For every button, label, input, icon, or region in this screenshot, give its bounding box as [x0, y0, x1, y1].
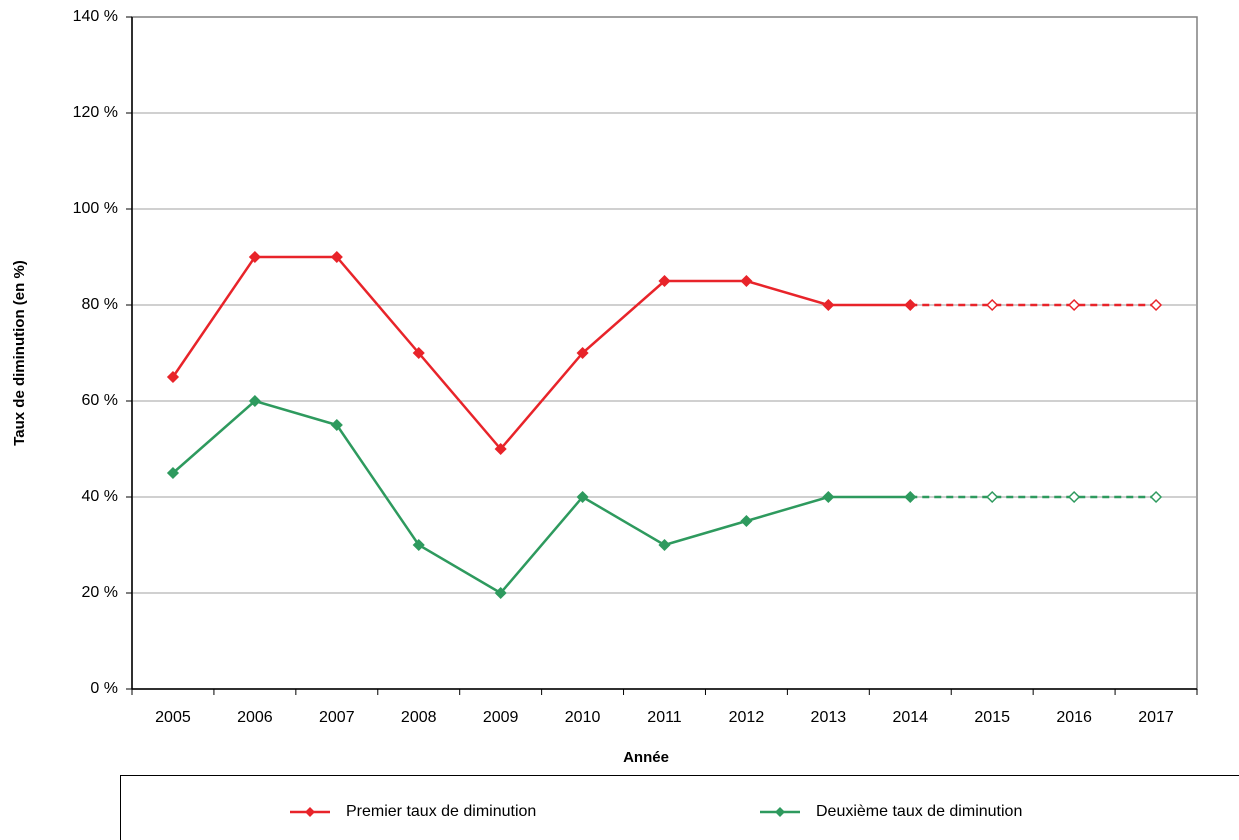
x-tick-label: 2017 [1138, 709, 1174, 726]
y-tick-label: 20 % [82, 584, 118, 601]
y-tick-label: 60 % [82, 392, 118, 409]
marker [904, 298, 917, 312]
marker [166, 370, 180, 384]
marker [494, 442, 507, 456]
marker [658, 538, 671, 552]
marker [986, 298, 999, 312]
x-tick-label: 2007 [319, 709, 355, 726]
y-tick-label: 80 % [82, 296, 118, 313]
marker [1068, 298, 1081, 312]
marker [822, 490, 835, 504]
marker [1149, 298, 1163, 312]
line [172, 399, 911, 595]
x-tick-label: 2012 [729, 709, 765, 726]
x-tick-label: 2016 [1056, 709, 1092, 726]
marker [248, 394, 261, 408]
marker [740, 514, 753, 528]
marker [412, 538, 425, 552]
marker [576, 490, 589, 504]
x-tick-label: 2014 [892, 709, 928, 726]
marker [1068, 490, 1081, 504]
x-tick-label: 2011 [647, 709, 682, 726]
marker [330, 250, 343, 264]
x-tick-label: 2008 [401, 709, 437, 726]
y-tick-label: 0 % [90, 680, 118, 697]
x-tick-label: 2009 [483, 709, 519, 726]
y-tick-label: 100 % [73, 200, 118, 217]
marker [166, 466, 180, 480]
marker [494, 586, 507, 600]
legend-label: Deuxième taux de diminution [816, 803, 1022, 820]
legend-marker [305, 807, 315, 817]
marker [330, 418, 343, 432]
y-tick-label: 120 % [73, 104, 118, 121]
y-tick-label: 140 % [73, 8, 118, 25]
line [171, 255, 911, 451]
marker [1149, 490, 1163, 504]
marker [412, 346, 425, 360]
marker [248, 250, 261, 264]
marker [576, 346, 589, 360]
marker [986, 490, 999, 504]
marker [822, 298, 835, 312]
legend-label: Premier taux de diminution [346, 803, 536, 820]
x-tick-label: 2010 [565, 709, 601, 726]
plot-frame [131, 16, 1198, 690]
marker [740, 274, 753, 288]
y-axis-title: Taux de diminution (en %) [11, 260, 28, 446]
legend-box [120, 775, 1239, 840]
x-tick-label: 2006 [237, 709, 273, 726]
y-tick-label: 40 % [82, 488, 118, 505]
marker [658, 274, 671, 288]
x-axis-title: Année [623, 749, 669, 766]
x-tick-label: 2015 [974, 709, 1010, 726]
x-tick-label: 2013 [811, 709, 847, 726]
legend-marker [775, 807, 785, 817]
marker [904, 490, 917, 504]
x-tick-label: 2005 [155, 709, 191, 726]
